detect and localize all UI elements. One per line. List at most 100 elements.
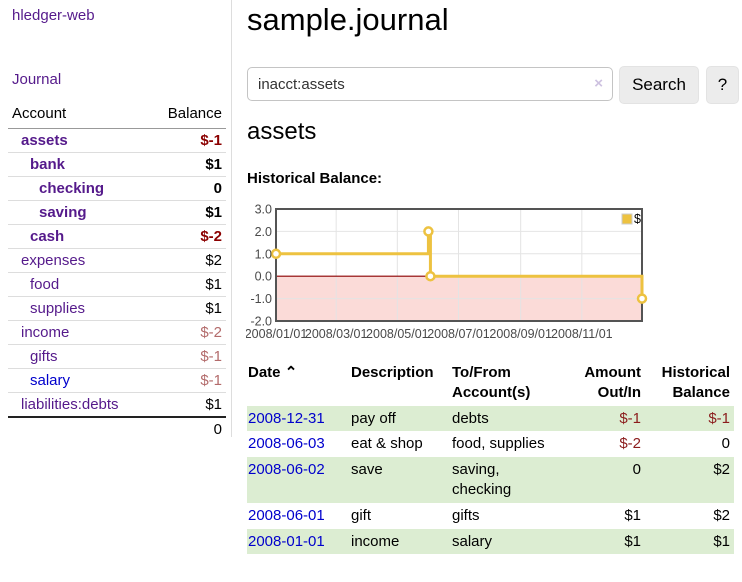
register-row: 2008-06-01 gift gifts $1 $2 bbox=[247, 503, 734, 529]
date-header-label: Date bbox=[248, 364, 281, 381]
balance-col-header: Balance bbox=[149, 102, 226, 129]
transaction-amount: $-2 bbox=[619, 435, 641, 453]
transaction-description: eat & shop bbox=[351, 435, 423, 453]
register-section: Date ⌃ Description To/From Account(s) Am… bbox=[247, 360, 734, 555]
account-link-gifts[interactable]: gifts bbox=[30, 348, 58, 365]
chart-title: Historical Balance: bbox=[247, 170, 383, 187]
sidebar-account-row: liabilities:debts $1 bbox=[8, 392, 226, 417]
transaction-accounts: saving, checking bbox=[452, 461, 512, 498]
y-axis-tick-label: -2.0 bbox=[250, 315, 272, 329]
account-balance: $1 bbox=[149, 200, 226, 225]
x-axis-tick-label: 2008/03/01 bbox=[305, 327, 368, 341]
tofrom-column-header: To/From Account(s) bbox=[452, 364, 531, 401]
app-brand-link[interactable]: hledger-web bbox=[12, 7, 95, 24]
sidebar-account-row: salary $-1 bbox=[8, 368, 226, 393]
y-axis-tick-label: 2.0 bbox=[255, 225, 272, 239]
y-axis-tick-label: -1.0 bbox=[250, 292, 272, 306]
transaction-amount: $1 bbox=[624, 506, 641, 524]
register-rows: 2008-12-31 pay off debts $-1 $-1 2008-06-03 ea… bbox=[247, 405, 734, 555]
account-link-checking[interactable]: checking bbox=[39, 180, 105, 197]
register-row: 2008-06-03 eat & shop food, supplies $-2 0 bbox=[247, 431, 734, 457]
account-link-saving[interactable]: saving bbox=[39, 204, 87, 221]
account-balance: $-1 bbox=[200, 132, 222, 149]
help-button[interactable]: ? bbox=[706, 66, 739, 104]
x-axis-tick-label: 2008/05/01 bbox=[366, 327, 429, 341]
sidebar-account-row: assets $-1 bbox=[8, 129, 226, 153]
account-balance: $-1 bbox=[149, 368, 226, 393]
sidebar-account-rows: assets $-1 bank $1 checking 0 saving $1 cash $-2 e… bbox=[8, 129, 226, 417]
account-heading: assets bbox=[247, 118, 317, 145]
sidebar-account-row: cash $-2 bbox=[8, 224, 226, 249]
amount-column-header: Amount Out/In bbox=[584, 364, 641, 401]
transaction-accounts: salary bbox=[452, 532, 493, 550]
register-row: 2008-06-02 save saving, checking 0 $2 bbox=[247, 457, 734, 503]
y-axis-tick-label: 0.0 bbox=[255, 270, 272, 284]
sidebar-account-row: income $-2 bbox=[8, 320, 226, 345]
sidebar-item-journal[interactable]: Journal bbox=[12, 71, 62, 88]
transaction-date-link[interactable]: 2008-06-01 bbox=[248, 506, 325, 524]
account-balance: $1 bbox=[149, 392, 226, 417]
chart-canvas: $3.0 2.0 1.0 0.0 -1.0 -2.02008/01/012008/03/0… bbox=[245, 203, 648, 341]
transaction-date-link[interactable]: 2008-06-03 bbox=[248, 435, 325, 453]
register-row: 2008-12-31 pay off debts $-1 $-1 bbox=[247, 405, 734, 432]
data-point-marker bbox=[425, 270, 436, 282]
accounts-col-header: Account bbox=[8, 102, 150, 129]
transaction-date-link[interactable]: 2008-06-02 bbox=[248, 461, 325, 479]
legend-swatch bbox=[621, 213, 633, 225]
transaction-description: pay off bbox=[351, 409, 396, 427]
register-table: Date ⌃ Description To/From Account(s) Am… bbox=[247, 360, 734, 555]
x-axis-tick-label: 2008/07/01 bbox=[427, 327, 490, 341]
accounts-total-row: 0 bbox=[8, 416, 226, 441]
transaction-accounts: food, supplies bbox=[452, 435, 545, 453]
date-column-header-sort[interactable]: Date ⌃ bbox=[247, 360, 347, 406]
sidebar: hledger-web Journal Account Balance asse… bbox=[0, 0, 232, 441]
accounts-table-header: Account Balance bbox=[8, 102, 226, 129]
accounts-total-balance: 0 bbox=[149, 416, 226, 441]
register-header-row: Date ⌃ Description To/From Account(s) Am… bbox=[247, 360, 734, 406]
search-input[interactable] bbox=[247, 67, 613, 101]
data-point-marker bbox=[423, 226, 434, 237]
description-column-header: Description bbox=[351, 364, 434, 381]
y-axis-tick-label: 1.0 bbox=[255, 247, 272, 261]
accounts-total-spacer bbox=[8, 416, 150, 441]
account-balance: $2 bbox=[149, 248, 226, 273]
data-point-marker bbox=[636, 293, 648, 304]
sidebar-account-row: expenses $2 bbox=[8, 248, 226, 273]
transaction-amount: 0 bbox=[632, 461, 641, 479]
transaction-description: income bbox=[351, 532, 400, 550]
account-link-cash[interactable]: cash bbox=[30, 228, 65, 245]
account-link-salary[interactable]: salary bbox=[30, 372, 71, 389]
plot-border bbox=[275, 208, 643, 322]
accounts-balance-table: Account Balance assets $-1 bank $1 checking 0… bbox=[8, 102, 226, 441]
register-row: 2008-01-01 income salary $1 $1 bbox=[247, 528, 734, 555]
sidebar-account-row: supplies $1 bbox=[8, 296, 226, 321]
sidebar-account-row: bank $1 bbox=[8, 152, 226, 177]
account-balance: 0 bbox=[149, 176, 226, 201]
legend-label: $ bbox=[634, 212, 641, 226]
search-input-wrap: × bbox=[247, 67, 613, 101]
account-balance: $1 bbox=[149, 152, 226, 177]
y-axis-tick-label: 3.0 bbox=[255, 203, 272, 217]
account-balance: $-2 bbox=[149, 320, 226, 345]
account-link-liabilities-debts[interactable]: liabilities:debts bbox=[21, 396, 119, 413]
transaction-accounts: debts bbox=[452, 409, 489, 427]
account-link-expenses[interactable]: expenses bbox=[21, 252, 86, 269]
account-link-supplies[interactable]: supplies bbox=[30, 300, 86, 317]
balance-column-header: Historical Balance bbox=[661, 364, 730, 401]
transaction-accounts: gifts bbox=[452, 506, 480, 524]
search-button[interactable]: Search bbox=[619, 66, 699, 104]
x-axis-tick-label: 2008/11/01 bbox=[551, 327, 613, 341]
transaction-date-link[interactable]: 2008-01-01 bbox=[248, 532, 325, 550]
sidebar-account-row: saving $1 bbox=[8, 200, 226, 225]
sidebar-account-row: checking 0 bbox=[8, 176, 226, 201]
account-link-bank[interactable]: bank bbox=[30, 156, 66, 173]
data-point-marker bbox=[270, 248, 282, 260]
transaction-balance: $-1 bbox=[708, 409, 730, 427]
account-balance: $1 bbox=[149, 272, 226, 297]
account-balance: $-1 bbox=[149, 344, 226, 369]
account-link-food[interactable]: food bbox=[30, 276, 60, 293]
transaction-date-link[interactable]: 2008-12-31 bbox=[248, 409, 325, 427]
clear-search-icon[interactable]: × bbox=[594, 75, 603, 92]
account-link-income[interactable]: income bbox=[21, 324, 70, 341]
account-link-assets[interactable]: assets bbox=[21, 132, 68, 149]
